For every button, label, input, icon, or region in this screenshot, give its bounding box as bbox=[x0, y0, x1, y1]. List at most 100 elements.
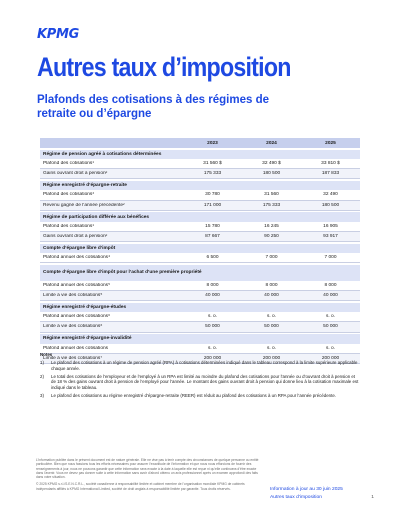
table-section-header: Compte d’épargne libre d’impôt bbox=[40, 243, 360, 254]
disclaimer-paragraph: L’information publiée dans le présent do… bbox=[36, 458, 259, 480]
table-cell: 90 250 bbox=[264, 234, 279, 240]
table-row: Gains ouvrant droit à pension² 175 333 180… bbox=[40, 169, 360, 180]
table-cell: 16 245 bbox=[264, 223, 279, 229]
table-cell: 33 810 $ bbox=[321, 161, 340, 167]
notes-title: Notes bbox=[40, 352, 53, 357]
note-item: 3) Le plafond des cotisations au régime e… bbox=[40, 393, 360, 398]
table-cell: 16 905 bbox=[323, 223, 338, 229]
section-subtitle: Plafonds des cotisations à des régimes d… bbox=[37, 94, 269, 120]
table-row: Plafond des cotisations³ 30 780 31 560 32 4… bbox=[40, 190, 360, 201]
row-label: Limite à vie des cotisations⁷ bbox=[43, 355, 103, 361]
table-cell: 200 000 bbox=[321, 355, 340, 361]
table-cell: 93 917 bbox=[323, 234, 338, 240]
table-row: Limite à vie des cotisations⁵ 40 000 40 00… bbox=[40, 291, 360, 302]
table-cell: 32 490 $ bbox=[262, 161, 281, 167]
table-row: Plafond des cotisations¹ 15 780 16 245 16 9… bbox=[40, 222, 360, 232]
table-cell: 8 000 bbox=[265, 282, 278, 288]
note-number: 1) bbox=[40, 360, 44, 366]
table-cell: 31 560 bbox=[264, 192, 279, 198]
table-cell: 8 000 bbox=[324, 282, 337, 288]
row-label: Gains ouvrant droit à pension² bbox=[43, 234, 108, 240]
table-cell: 30 780 bbox=[205, 192, 220, 198]
note-item: 2) Le total des cotisations de l’employeu… bbox=[40, 374, 360, 390]
row-label: Plafond des cotisations³ bbox=[43, 192, 94, 198]
kpmg-logo: KPMG bbox=[37, 27, 80, 42]
year-column-header: 2025 bbox=[325, 140, 336, 146]
page-footer: Information à jour au 30 juin 2025 Autre… bbox=[270, 486, 374, 501]
table-row: Plafond annuel des cotisations⁴ 6 500 7 00… bbox=[40, 253, 360, 264]
legal-disclaimer: L’information publiée dans le présent do… bbox=[36, 458, 264, 494]
table-cell: 40 000 bbox=[205, 293, 220, 299]
contribution-limits-table: 2023 2024 2025 Régime de pension agréé à… bbox=[40, 138, 360, 364]
table-cell: 7 000 bbox=[324, 255, 337, 261]
table-cell: s. o. bbox=[325, 345, 336, 351]
copyright-paragraph: © 2025 KPMG s.r.l./S.E.N.C.R.L., société… bbox=[36, 482, 245, 491]
page-title: Autres taux d’imposition bbox=[37, 52, 291, 82]
table-section-header: Régime enregistré d’épargne-études bbox=[40, 302, 360, 313]
row-label: Limite à vie des cotisations⁵ bbox=[43, 293, 103, 299]
table-section-header: Régime enregistré d’épargne-retraite bbox=[40, 180, 360, 191]
note-text: Le total des cotisations de l’employeur … bbox=[51, 373, 359, 390]
table-cell: s. o. bbox=[325, 314, 336, 320]
table-cell: 31 560 $ bbox=[203, 161, 222, 167]
table-cell: 180 500 bbox=[262, 171, 281, 177]
row-label: Limite à vie des cotisations⁶ bbox=[43, 324, 103, 330]
table-cell: 50 000 bbox=[205, 324, 220, 330]
table-cell: 87 667 bbox=[205, 234, 220, 240]
table-row: Plafond des cotisations¹ 31 560 $ 32 490 $… bbox=[40, 159, 360, 170]
notes-section: Notes 1) Le plafond des cotisations à un … bbox=[40, 352, 360, 401]
note-text: Le plafond des cotisations au régime enr… bbox=[51, 392, 336, 398]
year-column-header: 2023 bbox=[207, 140, 218, 146]
table-cell: 175 333 bbox=[262, 202, 281, 208]
note-number: 2) bbox=[40, 373, 44, 379]
table-cell: 180 500 bbox=[321, 202, 340, 208]
row-label: Plafond annuel des cotisations⁵ bbox=[43, 282, 111, 288]
table-cell: 200 000 bbox=[262, 355, 281, 361]
table-cell: 15 780 bbox=[205, 223, 220, 229]
row-label: Plafond des cotisations¹ bbox=[43, 223, 94, 229]
table-cell: s. o. bbox=[207, 345, 218, 351]
table-cell: s. o. bbox=[266, 345, 277, 351]
table-cell: 40 000 bbox=[264, 293, 279, 299]
table-cell: 6 500 bbox=[206, 255, 219, 261]
row-label: Plafond annuel des cotisations bbox=[43, 345, 109, 351]
table-cell: 187 833 bbox=[321, 171, 340, 177]
table-row: Limite à vie des cotisations⁶ 50 000 50 00… bbox=[40, 322, 360, 333]
year-column-header: 2024 bbox=[266, 140, 277, 146]
table-row: Plafond annuel des cotisations⁶ s. o. s. o… bbox=[40, 312, 360, 323]
table-cell: 32 490 bbox=[323, 192, 338, 198]
table-cell: 40 000 bbox=[323, 293, 338, 299]
footer-section-name: Autres taux d’imposition bbox=[270, 494, 322, 500]
table-row: Revenu gagné de l’année précédente² 171 0… bbox=[40, 200, 360, 211]
table-header-row: 2023 2024 2025 bbox=[40, 138, 360, 148]
table-section-header: Régime de participation différée aux bén… bbox=[40, 212, 360, 222]
note-number: 3) bbox=[40, 392, 44, 398]
table-row: Gains ouvrant droit à pension² 87 667 90 2… bbox=[40, 231, 360, 243]
table-cell: s. o. bbox=[266, 314, 277, 320]
table-row: Plafond annuel des cotisations⁵ 8 000 8 00… bbox=[40, 281, 360, 291]
table-cell: 7 000 bbox=[265, 255, 278, 261]
table-cell: 200 000 bbox=[203, 355, 222, 361]
table-cell: 175 333 bbox=[203, 171, 222, 177]
page-number: 1 bbox=[371, 494, 374, 500]
row-label: Plafond annuel des cotisations⁶ bbox=[43, 314, 111, 320]
note-text: Le plafond des cotisations à un régime d… bbox=[51, 360, 358, 371]
row-label: Gains ouvrant droit à pension² bbox=[43, 171, 108, 177]
table-section-header: Régime enregistré d’épargne-invalidité bbox=[40, 334, 360, 344]
table-cell: 171 000 bbox=[203, 202, 222, 208]
table-body: Régime de pension agréé à cotisations dé… bbox=[40, 149, 360, 364]
row-label: Plafond annuel des cotisations⁴ bbox=[43, 255, 111, 261]
table-cell: 50 000 bbox=[323, 324, 338, 330]
footer-date: Information à jour au 30 juin 2025 bbox=[270, 487, 343, 492]
notes-list: 1) Le plafond des cotisations à un régime… bbox=[40, 360, 360, 398]
table-row: Limite à vie des cotisations⁷ 200 000 200 … bbox=[40, 353, 360, 364]
table-section-header: Compte d’épargne libre d’impôt pour l’ac… bbox=[40, 264, 360, 281]
row-label: Plafond des cotisations¹ bbox=[43, 161, 94, 167]
note-item: 1) Le plafond des cotisations à un régime… bbox=[40, 360, 360, 371]
table-cell: s. o. bbox=[207, 314, 218, 320]
table-section-header: Régime de pension agréé à cotisations dé… bbox=[40, 149, 360, 159]
row-label: Revenu gagné de l’année précédente² bbox=[43, 202, 125, 208]
table-cell: 50 000 bbox=[264, 324, 279, 330]
table-cell: 8 000 bbox=[206, 282, 219, 288]
table-row: Plafond annuel des cotisations s. o. s. o.… bbox=[40, 344, 360, 354]
